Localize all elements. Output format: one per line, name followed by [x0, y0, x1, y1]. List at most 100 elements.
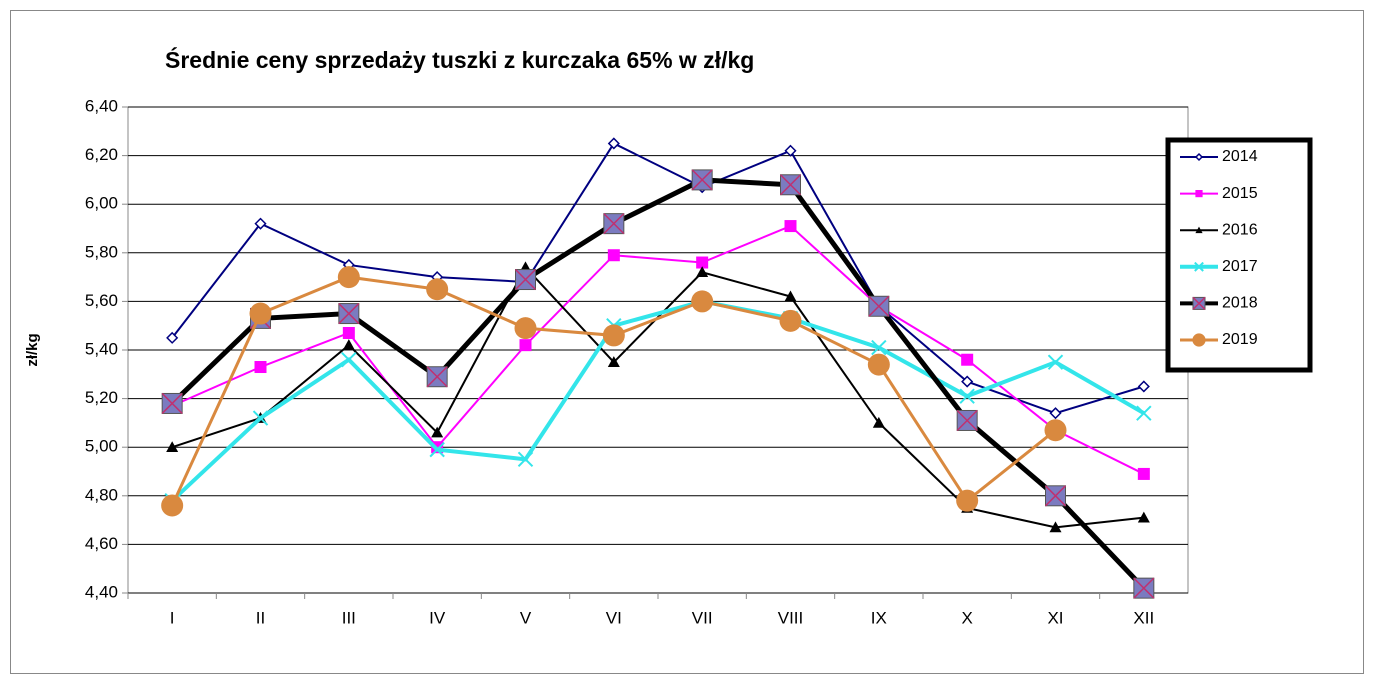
marker [1137, 467, 1150, 480]
marker [959, 388, 975, 404]
x-tick-label: II [256, 608, 265, 627]
marker [691, 290, 714, 313]
marker [426, 278, 449, 301]
marker-shape [696, 256, 709, 269]
marker-shape [868, 295, 890, 317]
marker [956, 489, 979, 512]
y-tick-label: 4,60 [85, 534, 118, 553]
marker [1047, 354, 1064, 370]
marker-shape [1192, 296, 1206, 310]
y-tick-label: 6,00 [85, 194, 118, 213]
marker-shape [871, 339, 887, 356]
marker-shape [607, 137, 620, 150]
marker [784, 290, 797, 302]
y-axis-label: zł/kg [24, 333, 41, 366]
marker [961, 353, 974, 366]
marker-shape [956, 489, 979, 512]
marker [602, 324, 625, 347]
legend-label: 2015 [1222, 185, 1258, 202]
series-line [170, 177, 1146, 590]
legend-label: 2017 [1222, 258, 1258, 275]
x-tick-label: XII [1133, 608, 1154, 627]
y-tick-label: 5,80 [85, 242, 118, 261]
marker-shape [1044, 419, 1067, 442]
x-tick-label: X [961, 608, 972, 627]
y-tick-label: 5,00 [85, 437, 118, 456]
marker-shape [603, 213, 625, 235]
x-tick-label: III [342, 608, 356, 627]
marker-shape [426, 366, 448, 388]
x-tick-label: I [170, 608, 175, 627]
marker [691, 169, 713, 191]
marker [607, 137, 620, 150]
marker-shape [779, 309, 802, 332]
marker [431, 426, 444, 438]
marker-shape [161, 392, 183, 414]
marker [1049, 407, 1062, 420]
marker-shape [779, 174, 802, 196]
y-tick-label: 4,40 [85, 582, 118, 601]
x-tick-label: XI [1047, 608, 1063, 627]
marker [872, 416, 885, 428]
marker-shape [1137, 467, 1150, 480]
marker [1136, 405, 1152, 421]
marker [338, 303, 360, 325]
marker-shape [1044, 485, 1067, 507]
marker-shape [517, 451, 534, 468]
marker [784, 144, 797, 157]
marker-shape [166, 441, 179, 452]
marker-shape [1136, 405, 1152, 421]
marker-shape [431, 426, 444, 438]
marker [1044, 485, 1067, 507]
marker [867, 353, 890, 376]
marker [161, 392, 183, 414]
legend-label: 2019 [1222, 331, 1258, 348]
marker [429, 441, 445, 458]
x-tick-label: VII [692, 608, 713, 627]
y-tick-label: 5,20 [85, 388, 118, 407]
marker-shape [959, 388, 975, 404]
marker-shape [1133, 577, 1155, 599]
marker-shape [514, 268, 537, 291]
legend-marker [1195, 226, 1203, 234]
marker [956, 409, 978, 432]
marker-shape [1192, 333, 1206, 347]
marker-shape [607, 249, 620, 262]
marker-shape [426, 278, 449, 301]
marker-shape [1049, 521, 1062, 533]
marker-shape [1195, 226, 1203, 234]
marker-shape [341, 352, 357, 368]
marker-shape [254, 361, 267, 374]
marker [607, 356, 620, 367]
marker [161, 494, 184, 517]
legend-marker [1194, 261, 1204, 272]
marker-shape [872, 416, 885, 428]
marker [337, 266, 360, 289]
marker-shape [342, 339, 355, 350]
y-tick-label: 6,40 [85, 96, 118, 115]
marker [341, 352, 357, 368]
marker [517, 451, 534, 468]
marker [342, 326, 355, 339]
chart-title: Średnie ceny sprzedaży tuszki z kurczaka… [165, 46, 754, 73]
y-tick-label: 5,40 [85, 339, 118, 358]
marker [254, 217, 267, 230]
marker-shape [338, 303, 360, 325]
marker [166, 441, 179, 452]
marker [519, 339, 532, 352]
marker-shape [1049, 407, 1062, 420]
marker [871, 339, 887, 356]
marker-shape [784, 220, 797, 233]
marker-shape [784, 290, 797, 302]
marker [514, 268, 537, 291]
x-tick-label: V [520, 608, 532, 627]
marker-shape [607, 356, 620, 367]
marker-shape [961, 375, 974, 388]
marker-shape [1194, 261, 1204, 272]
marker-shape [254, 217, 267, 230]
marker-shape [1195, 190, 1203, 198]
y-tick-label: 5,60 [85, 291, 118, 310]
marker [1137, 511, 1150, 523]
marker [607, 249, 620, 262]
